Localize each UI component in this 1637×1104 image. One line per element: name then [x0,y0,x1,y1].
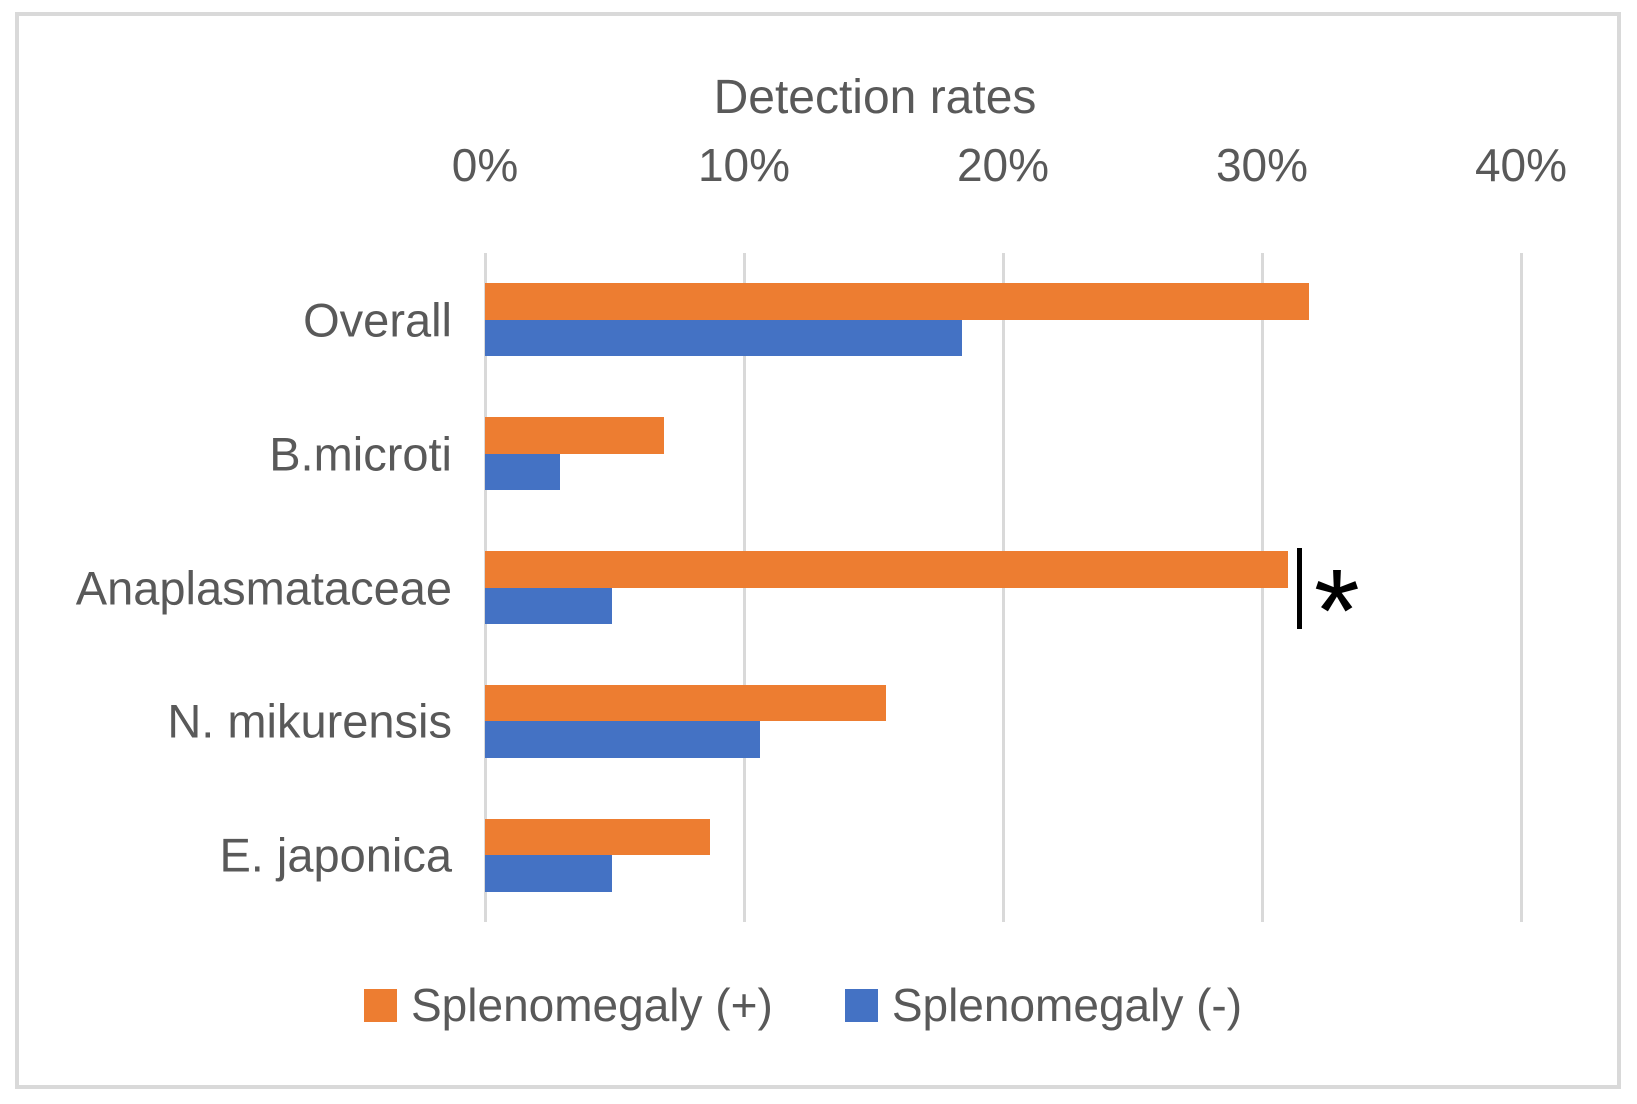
gridline [1260,253,1264,922]
legend-label: Splenomegaly (-) [891,979,1243,1031]
legend-label: Splenomegaly (+) [411,979,773,1031]
gridline [1001,253,1005,922]
legend: Splenomegaly (+) Splenomegaly (-) [364,978,1242,1032]
category-label: Anaplasmataceae [75,561,452,614]
bar-minus [485,453,561,491]
gridline [742,253,746,922]
x-tick-label: 30% [1215,139,1309,191]
x-tick-label: 0% [451,139,519,191]
x-tick-label: 40% [1474,139,1568,191]
bar-plus [485,283,1309,320]
legend-swatch-minus [844,988,878,1022]
chart-frame [15,12,1621,1089]
legend-swatch-plus [364,988,397,1022]
x-tick-label: 10% [697,139,791,191]
bar-minus [485,721,760,758]
significance-line [1296,548,1302,629]
bar-minus [485,319,962,357]
bar-plus [485,818,711,856]
x-tick-label: 20% [956,139,1050,191]
category-label: B.microti [269,427,452,481]
significance-asterisk: * [1313,544,1360,677]
category-label: E. japonica [219,828,452,882]
bar-minus [485,587,612,624]
category-label: N. mikurensis [167,694,452,748]
chart-title: Detection rates [713,71,1037,124]
bar-plus [485,551,1288,588]
gridline [1519,253,1523,922]
legend-item: Splenomegaly (-) [844,978,1243,1032]
bar-plus [485,417,664,454]
legend-item: Splenomegaly (+) [364,978,773,1032]
bar-minus [485,855,612,892]
category-label: Overall [303,293,452,347]
bar-plus [485,684,887,722]
